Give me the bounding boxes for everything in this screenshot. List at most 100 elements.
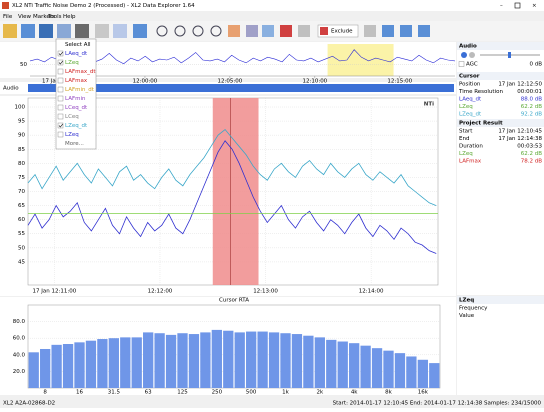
tool-pan[interactable] (228, 25, 240, 37)
agc-checkbox[interactable] (458, 61, 465, 67)
menu-item[interactable]: Help (63, 14, 76, 20)
rta-bar (131, 337, 142, 388)
rta-bar (177, 333, 188, 388)
overview-x-label: 12:10:00 (302, 79, 327, 85)
rta-side-row: Value (459, 313, 475, 319)
dropdown-item[interactable]: LCeq_dt (65, 105, 88, 111)
audio-track (28, 84, 454, 92)
tool-open[interactable] (3, 24, 17, 38)
nti-logo: NTi (424, 102, 434, 108)
row-label: Start (459, 129, 473, 135)
x-tick-label: 12:13:00 (253, 289, 278, 295)
dropdown-item[interactable]: LAFmin (65, 96, 86, 102)
rta-x-tick: 16k (418, 390, 429, 396)
row-value: 17 Jan 12:12:50 (498, 82, 542, 88)
x-tick-label: 12:14:00 (359, 289, 384, 295)
rta-bar (429, 363, 440, 388)
dropdown-item[interactable]: LZeq (65, 60, 79, 66)
tool-zoom-x[interactable] (192, 25, 204, 37)
rta-title: Cursor RTA (219, 298, 249, 304)
section-title: LZeq (459, 298, 474, 304)
checkbox[interactable] (57, 68, 64, 75)
tool-zoom-out[interactable] (174, 25, 186, 37)
checkbox[interactable] (57, 122, 64, 129)
tool-marker[interactable] (262, 25, 274, 37)
overview-x-label: 12:15:00 (387, 79, 412, 85)
dropdown-item[interactable]: LZeq_dt (65, 123, 88, 129)
checkbox[interactable] (57, 86, 64, 93)
tool-marker-list[interactable] (298, 25, 310, 37)
rta-x-tick: 500 (246, 390, 257, 396)
dropdown-item[interactable]: Select All (65, 42, 91, 48)
series-line (27, 140, 437, 254)
close[interactable]: × (532, 3, 537, 9)
tool-zoom-y[interactable] (210, 25, 222, 37)
tool-report[interactable] (57, 24, 71, 38)
right-panel (457, 42, 544, 295)
dropdown-item[interactable]: LCeq (65, 114, 79, 120)
dropdown-item[interactable]: LAFmax (65, 78, 88, 84)
rta-y-tick: 80.0 (13, 319, 26, 325)
tool-sum[interactable] (39, 24, 53, 38)
audio-stop[interactable] (469, 52, 475, 58)
app-icon (2, 2, 9, 9)
maximize[interactable] (514, 2, 521, 9)
gain-label: 0 dB (529, 62, 542, 68)
rta-y-tick: 20.0 (13, 369, 26, 375)
row-label: LZeq (459, 104, 473, 110)
menu-item[interactable]: Tools (47, 14, 62, 20)
checkbox[interactable] (57, 113, 64, 120)
tool-flag[interactable] (280, 25, 292, 37)
rta-bar (406, 356, 417, 388)
rta-bar (268, 332, 280, 388)
rta-bar (200, 332, 211, 388)
tool-d[interactable] (418, 25, 430, 37)
tool-preview[interactable] (95, 24, 109, 38)
agc-label: AGC (466, 62, 478, 68)
tool-zoom-in[interactable] (156, 25, 168, 37)
rta-bar (360, 345, 371, 388)
y-tick-label: 60 (18, 217, 25, 223)
tool-chart[interactable] (21, 24, 35, 38)
checkbox[interactable] (57, 104, 64, 111)
tool-c[interactable] (400, 25, 412, 37)
checkbox[interactable] (57, 50, 64, 57)
dropdown-item[interactable]: LAFmax_dt (65, 69, 96, 75)
checkbox[interactable] (57, 59, 64, 66)
dropdown-item[interactable]: LAFmin_dt (65, 87, 95, 93)
row-value: 00:03:53 (517, 144, 542, 150)
selection-region (212, 98, 259, 285)
rta-bar (165, 334, 177, 388)
dropdown-item[interactable]: More... (65, 141, 84, 147)
menu-item[interactable]: File (3, 14, 13, 20)
audio-play[interactable] (461, 52, 467, 58)
rta-bar (326, 339, 337, 388)
tool-cursor[interactable] (246, 25, 258, 37)
menu-item[interactable]: View (18, 14, 32, 20)
dropdown-item[interactable]: LZeq (65, 132, 79, 138)
tool-a[interactable] (364, 25, 376, 37)
row-label: End (459, 136, 469, 142)
rta-bar (280, 333, 291, 388)
checkbox[interactable] (57, 95, 64, 102)
minimize[interactable]: – (500, 3, 503, 9)
dropdown-menu (55, 38, 97, 150)
tool-graph[interactable] (133, 24, 147, 38)
title-bar (0, 0, 544, 11)
checkbox[interactable] (57, 131, 64, 138)
row-value: 17 Jan 12:10:45 (498, 129, 542, 135)
overview-date: 17 Jan (42, 79, 60, 85)
y-tick-label: 95 (18, 119, 25, 125)
dropdown-item[interactable]: LAeq_dt (65, 51, 88, 57)
menu-item[interactable]: Markers (33, 14, 55, 20)
tool-print[interactable] (75, 24, 89, 38)
tool-b[interactable] (382, 25, 394, 37)
tool-export[interactable] (113, 24, 127, 38)
overview-y-tick: 50 (20, 62, 27, 68)
row-value: 78.2 dB (521, 159, 542, 165)
rta-side-row: Frequency (459, 306, 488, 312)
checkbox[interactable] (57, 77, 64, 84)
y-tick-label: 85 (18, 147, 25, 153)
gain-thumb[interactable] (508, 52, 511, 58)
